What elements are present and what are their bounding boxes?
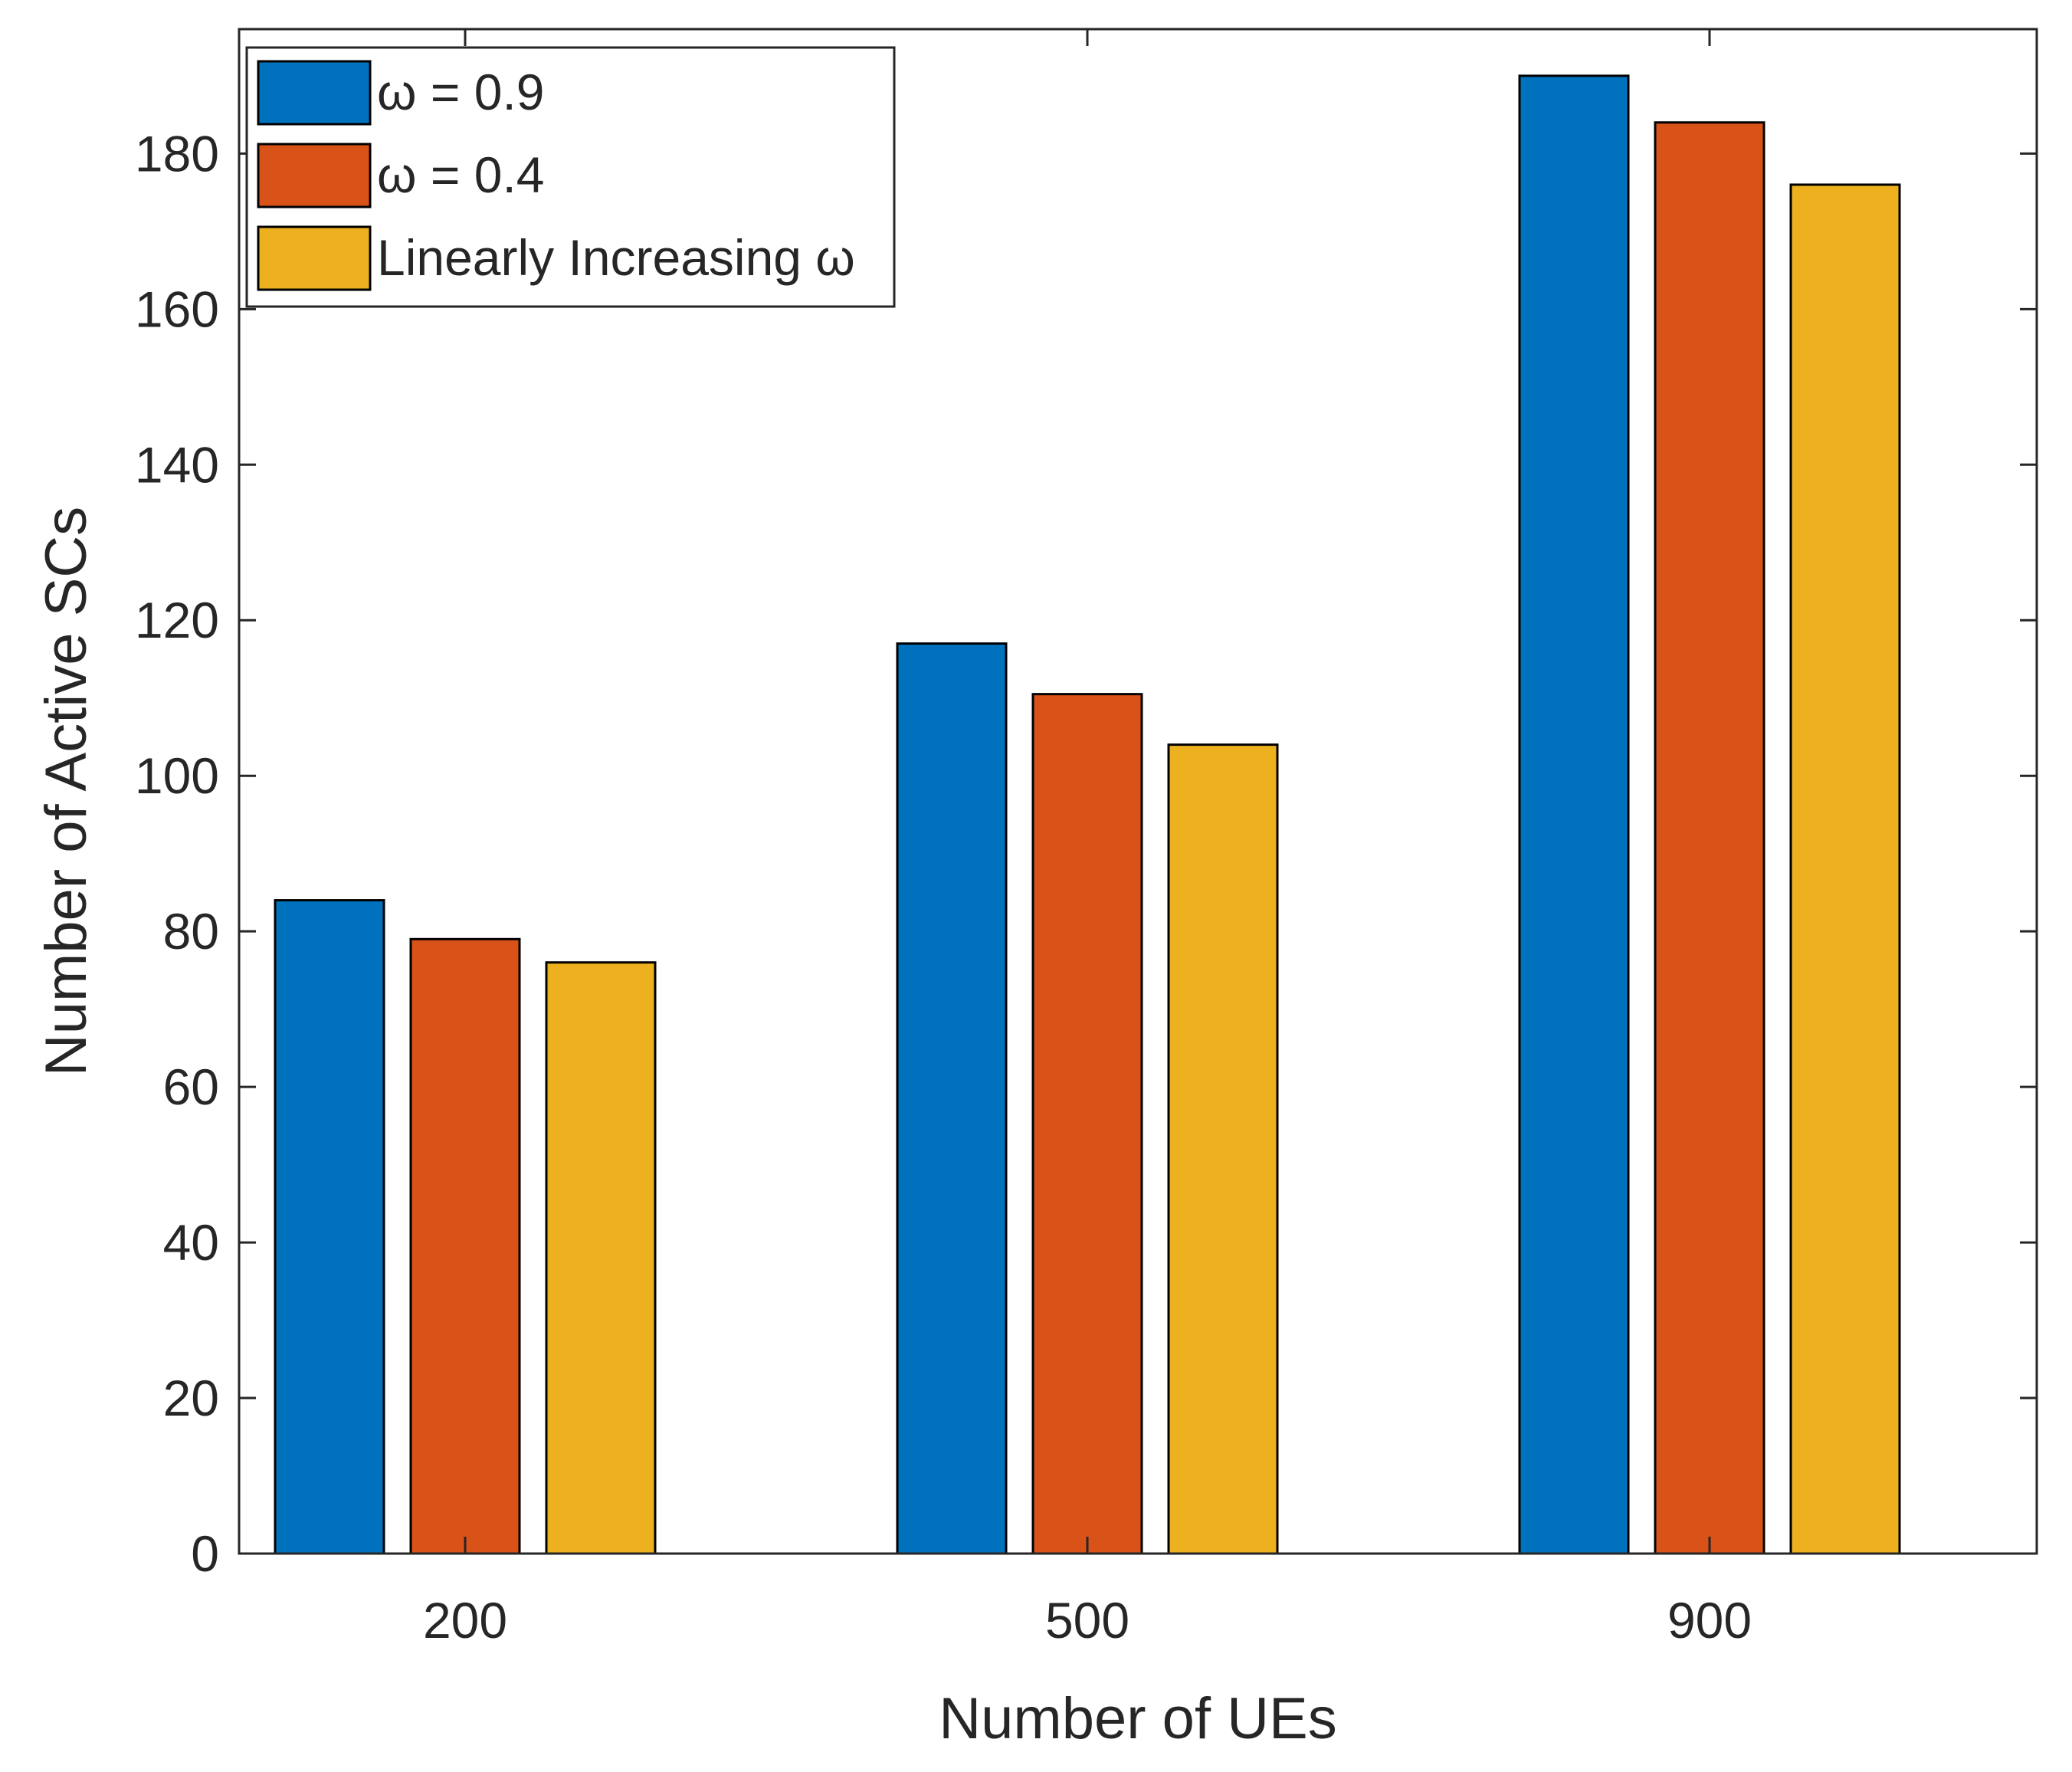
bar-900-series-1	[1518, 74, 1630, 1555]
y-tick-label: 20	[163, 1370, 219, 1426]
legend-label-1: ω = 0.9	[377, 64, 545, 120]
bar-200-series-1	[274, 899, 385, 1555]
legend: ω = 0.9 ω = 0.4 Linearly Increasing ω	[245, 46, 896, 308]
bar-500-series-1	[896, 642, 1008, 1555]
y-tick-label: 60	[163, 1058, 219, 1115]
y-tick-label: 140	[135, 436, 219, 493]
legend-label-3: Linearly Increasing ω	[377, 229, 855, 286]
x-tick-label: 200	[423, 1592, 507, 1649]
y-tick-label: 100	[135, 747, 219, 804]
x-tick-label: 500	[1045, 1592, 1129, 1649]
ticks-layer: 0 20 40 60 80 100 120 140 160 180 200 500 900	[135, 29, 2037, 1649]
axes-box	[238, 28, 2038, 1555]
y-tick-label: 0	[191, 1525, 219, 1582]
y-axis-label: Number of Active SCs	[34, 507, 99, 1076]
y-tick-label: 80	[163, 903, 219, 960]
legend-swatch-1	[257, 60, 372, 126]
y-tick-label: 40	[163, 1214, 219, 1271]
y-tick-label: 180	[135, 125, 219, 182]
bars-layer	[274, 74, 1901, 1555]
bar-500-series-3	[1167, 743, 1279, 1555]
bar-900-series-2	[1654, 121, 1765, 1555]
bar-900-series-3	[1789, 183, 1901, 1555]
y-tick-label: 160	[135, 281, 219, 337]
x-tick-label: 900	[1667, 1592, 1752, 1649]
y-tick-label: 120	[135, 592, 219, 648]
legend-swatch-2	[257, 143, 372, 208]
bar-200-series-2	[409, 937, 521, 1555]
legend-swatch-3	[257, 225, 372, 291]
legend-label-2: ω = 0.4	[377, 146, 545, 203]
bar-200-series-3	[545, 961, 657, 1555]
x-axis-label: Number of UEs	[939, 1686, 1337, 1751]
bar-500-series-2	[1031, 693, 1143, 1555]
